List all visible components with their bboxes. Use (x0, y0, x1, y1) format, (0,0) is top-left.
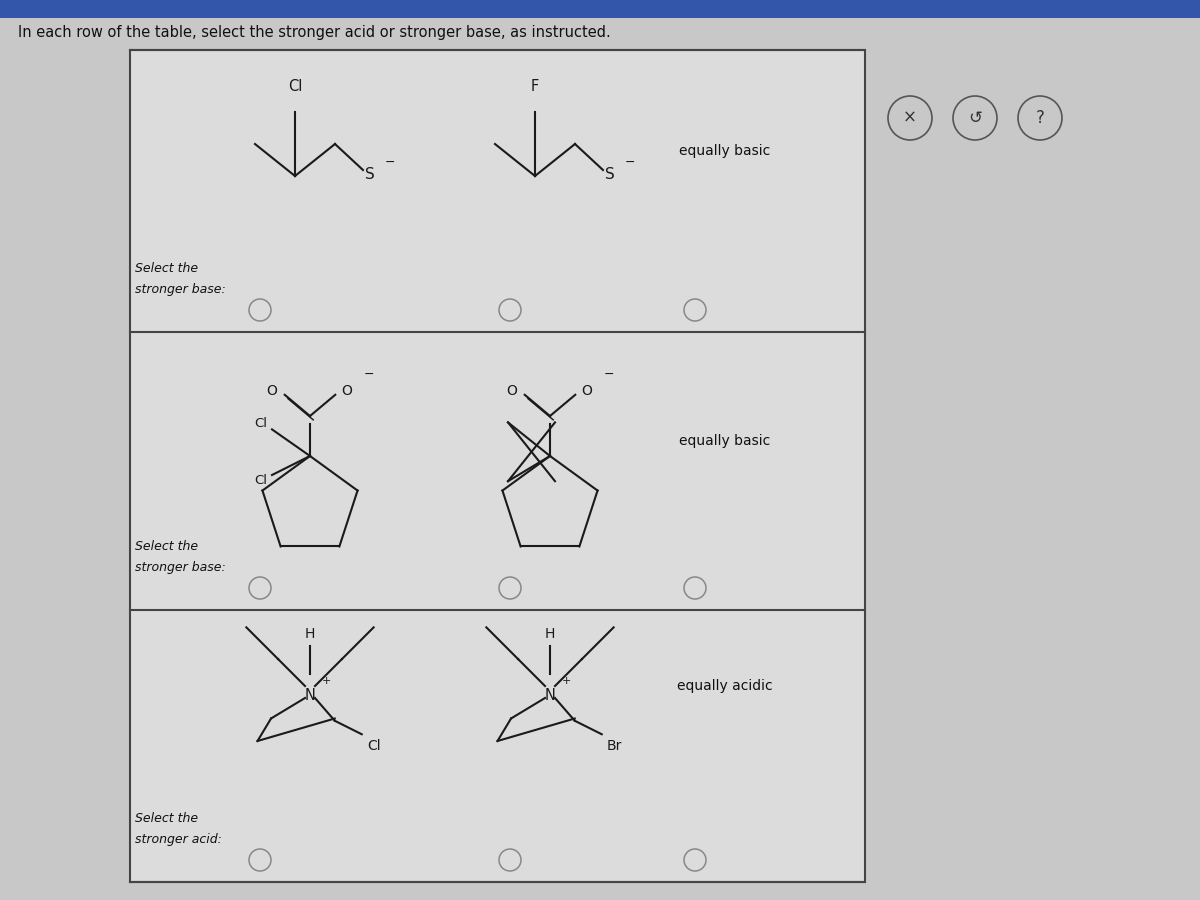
Text: N: N (545, 688, 556, 703)
Text: stronger acid:: stronger acid: (134, 833, 222, 847)
Text: O: O (581, 383, 592, 398)
Text: In each row of the table, select the stronger acid or stronger base, as instruct: In each row of the table, select the str… (18, 25, 611, 40)
Text: Select the: Select the (134, 812, 198, 824)
Text: O: O (341, 383, 352, 398)
Text: O: O (266, 383, 277, 398)
Text: Cl: Cl (288, 79, 302, 94)
Text: stronger base:: stronger base: (134, 284, 226, 296)
Text: ×: × (904, 109, 917, 127)
Text: equally basic: equally basic (679, 434, 770, 448)
Text: Br: Br (607, 739, 622, 753)
Text: ?: ? (1036, 109, 1044, 127)
Text: H: H (545, 627, 556, 641)
Text: −: − (364, 368, 373, 382)
Text: Cl: Cl (254, 417, 268, 430)
Text: −: − (604, 368, 613, 382)
FancyBboxPatch shape (0, 0, 1200, 18)
Text: Cl: Cl (367, 739, 380, 753)
Text: H: H (305, 627, 316, 641)
Text: Select the: Select the (134, 539, 198, 553)
FancyBboxPatch shape (130, 50, 865, 882)
Text: equally basic: equally basic (679, 144, 770, 158)
Text: stronger base:: stronger base: (134, 562, 226, 574)
Text: S: S (365, 166, 374, 182)
Text: ↺: ↺ (968, 109, 982, 127)
Text: +: + (322, 676, 331, 686)
Text: S: S (605, 166, 614, 182)
Text: +: + (562, 676, 571, 686)
Text: −: − (385, 156, 396, 168)
Text: −: − (625, 156, 636, 168)
Text: Cl: Cl (254, 473, 268, 487)
Text: O: O (506, 383, 517, 398)
Text: F: F (530, 79, 539, 94)
Text: N: N (305, 688, 316, 703)
Text: equally acidic: equally acidic (677, 679, 773, 693)
Text: Select the: Select the (134, 262, 198, 274)
